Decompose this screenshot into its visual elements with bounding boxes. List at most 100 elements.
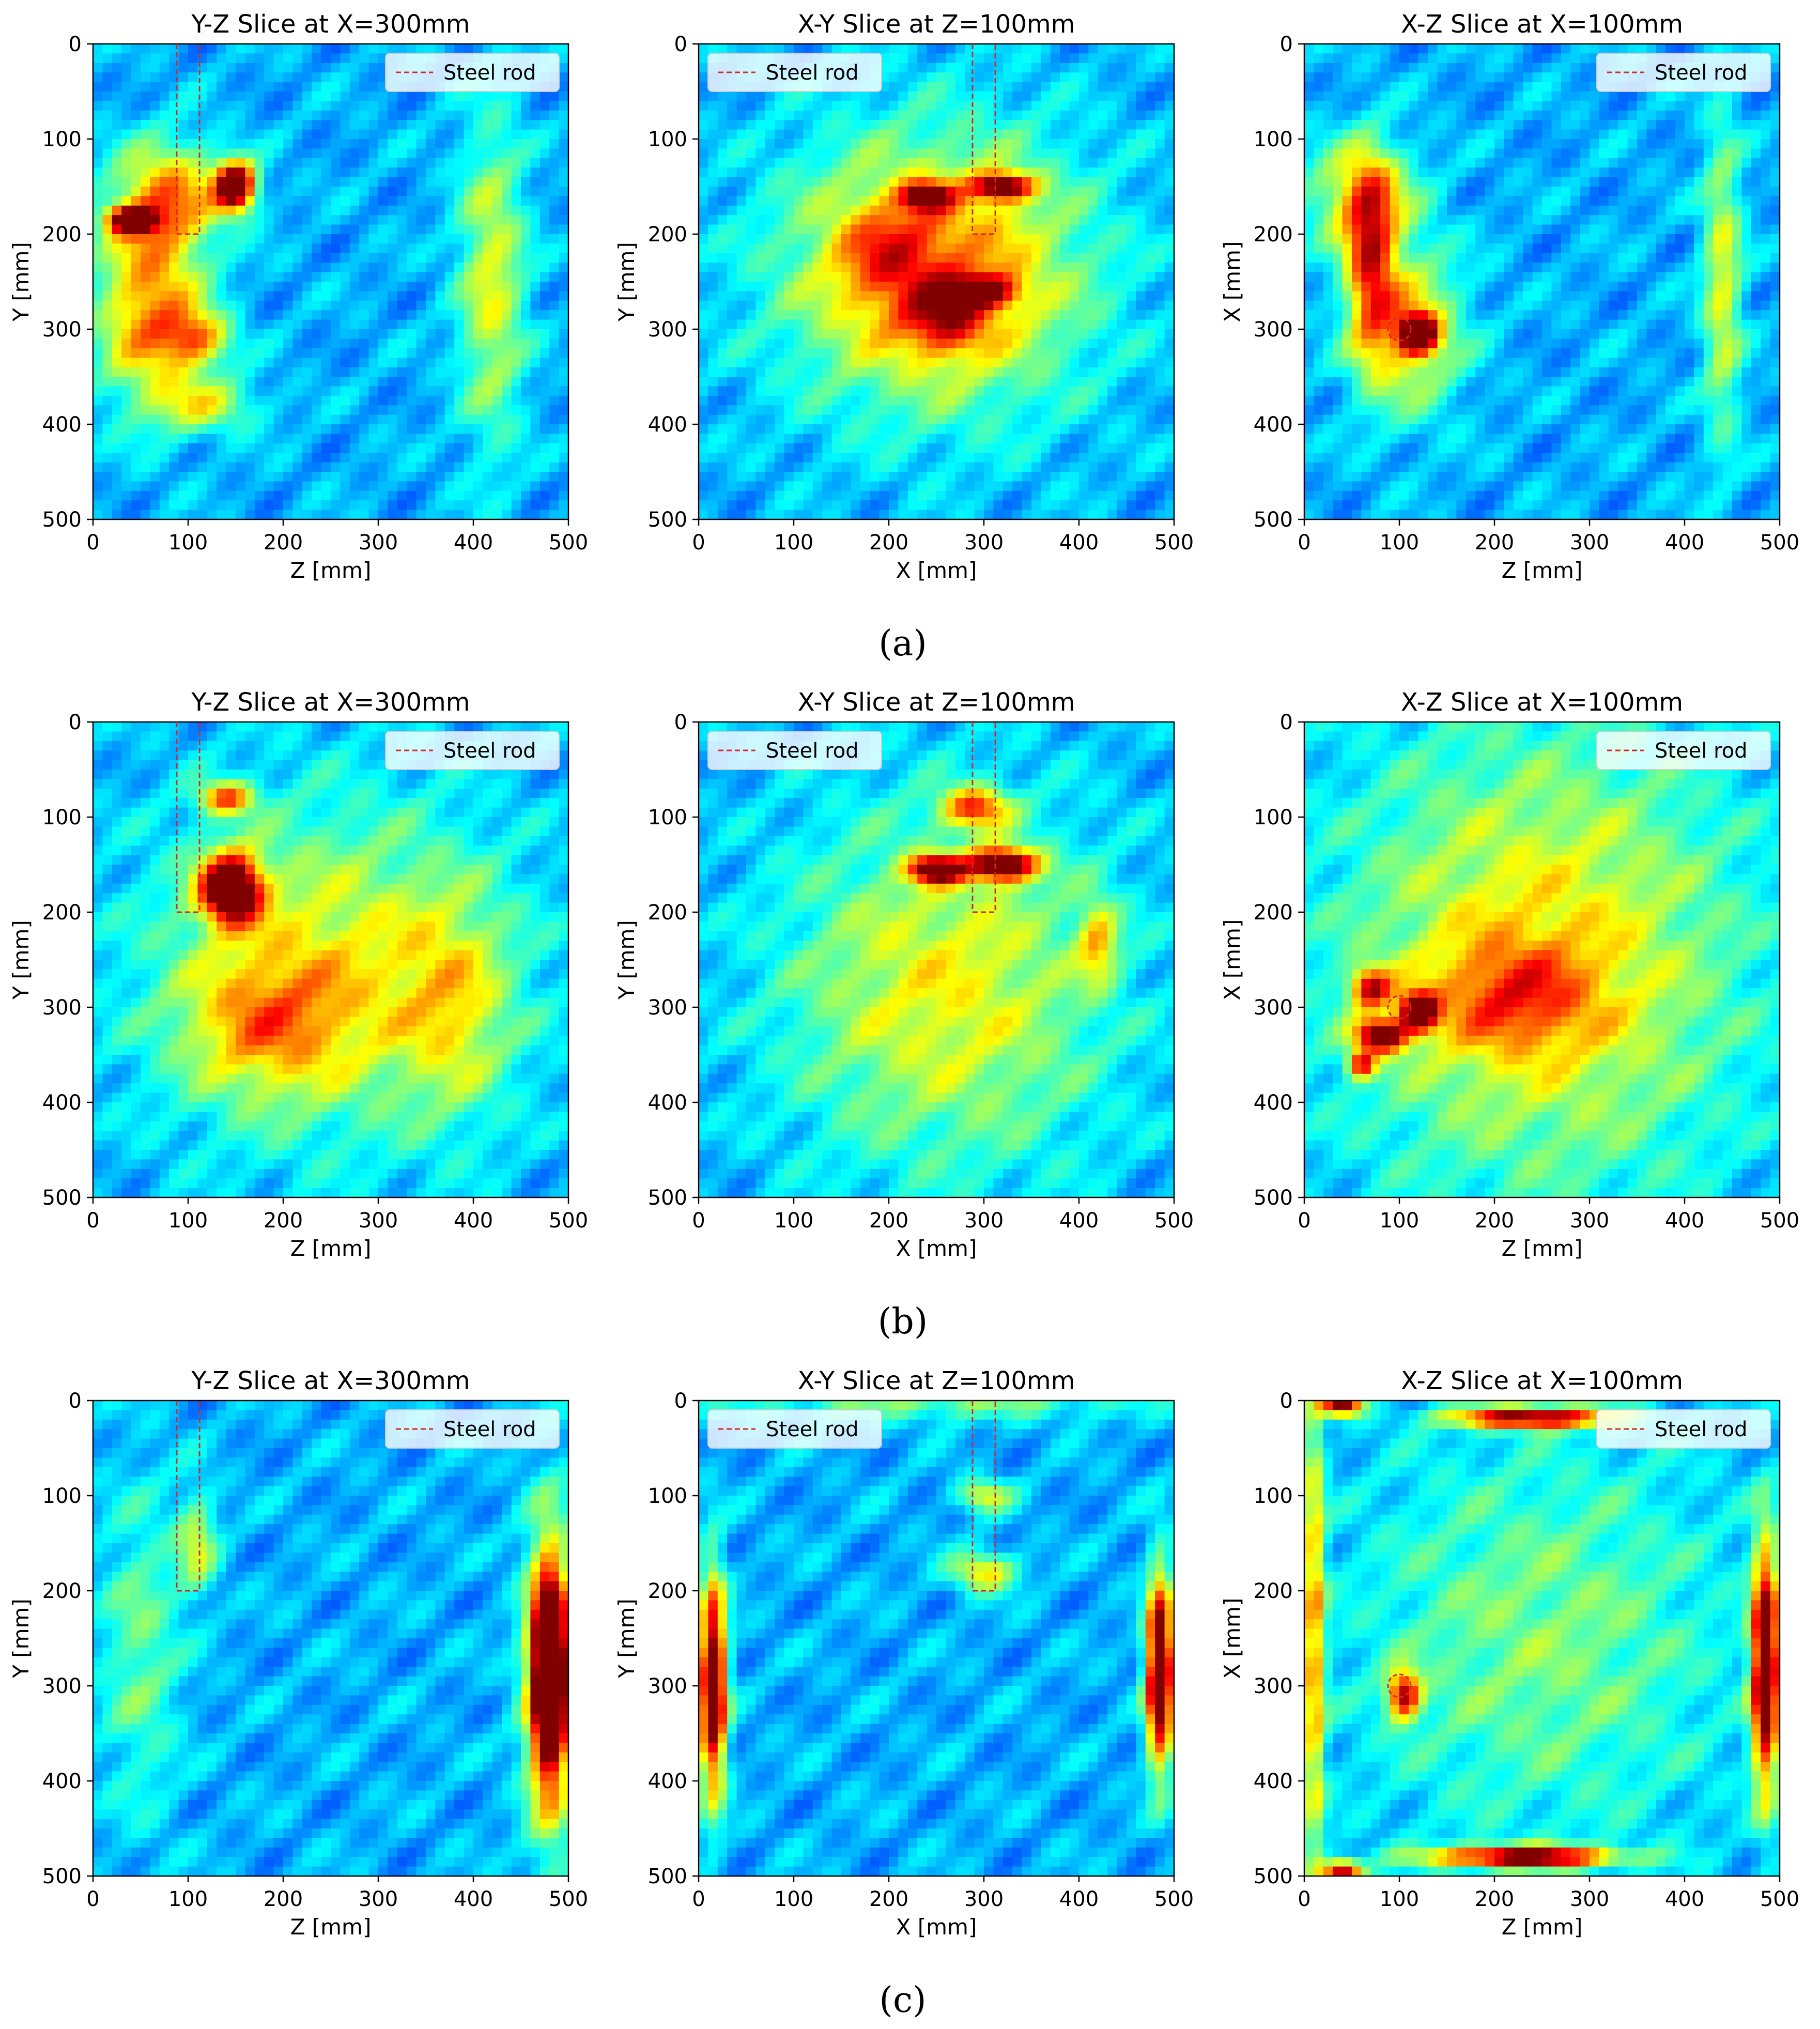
x-tick-label: 200 xyxy=(264,1209,303,1233)
x-tick-label: 100 xyxy=(168,1209,208,1233)
x-tick-label: 500 xyxy=(549,1887,588,1911)
x-axis-label: Z [mm] xyxy=(1502,1236,1583,1261)
y-tick-label: 200 xyxy=(1254,901,1293,925)
heatmap-image xyxy=(699,1401,1175,1877)
panel-title: X-Z Slice at X=100mm xyxy=(1401,1366,1683,1395)
y-tick-label: 400 xyxy=(42,1770,82,1793)
heatmap-image xyxy=(1304,722,1780,1198)
heatmap-image xyxy=(1304,44,1780,520)
x-tick-label: 300 xyxy=(359,531,398,555)
y-axis-label: Y [mm] xyxy=(8,242,34,322)
caption-c: (c) xyxy=(879,1980,926,2021)
x-tick-label: 400 xyxy=(454,1887,493,1911)
y-tick-label: 100 xyxy=(42,128,82,151)
x-tick-label: 0 xyxy=(86,531,99,555)
x-tick-label: 300 xyxy=(1570,1209,1609,1233)
y-axis-label: X [mm] xyxy=(1220,241,1245,322)
heatmap-image xyxy=(93,1401,569,1877)
x-tick-label: 500 xyxy=(549,531,588,555)
x-axis-label: Z [mm] xyxy=(290,1914,372,1940)
y-tick-label: 0 xyxy=(69,711,82,734)
panel-title: X-Y Slice at Z=100mm xyxy=(798,688,1075,717)
legend-label: Steel rod xyxy=(1655,1418,1748,1441)
x-tick-label: 400 xyxy=(1665,1209,1704,1233)
x-tick-label: 500 xyxy=(1154,531,1194,555)
y-tick-label: 300 xyxy=(648,996,687,1020)
y-tick-label: 0 xyxy=(674,33,687,56)
legend-label: Steel rod xyxy=(766,739,859,763)
x-tick-label: 200 xyxy=(869,1209,908,1233)
legend-label: Steel rod xyxy=(1655,739,1748,763)
y-tick-label: 500 xyxy=(1254,508,1293,532)
y-tick-label: 100 xyxy=(1254,1484,1293,1508)
y-tick-label: 0 xyxy=(1280,1389,1293,1413)
heatmap-image xyxy=(93,44,569,520)
caption-b: (b) xyxy=(878,1301,928,1342)
x-tick-label: 300 xyxy=(1570,1887,1609,1911)
x-tick-label: 0 xyxy=(1298,1209,1310,1233)
x-axis-label: Z [mm] xyxy=(290,558,372,583)
x-tick-label: 0 xyxy=(692,1887,705,1911)
y-tick-label: 500 xyxy=(648,1865,687,1888)
x-tick-label: 300 xyxy=(359,1887,398,1911)
y-tick-label: 200 xyxy=(648,1579,687,1603)
y-tick-label: 100 xyxy=(42,806,82,829)
y-axis-label: Y [mm] xyxy=(614,920,639,1000)
y-tick-label: 400 xyxy=(42,413,82,437)
x-tick-label: 0 xyxy=(1298,1887,1310,1911)
y-axis-label: X [mm] xyxy=(1220,919,1245,1001)
y-tick-label: 100 xyxy=(648,806,687,829)
y-tick-label: 300 xyxy=(1254,996,1293,1020)
y-tick-label: 400 xyxy=(648,413,687,437)
x-tick-label: 400 xyxy=(1059,1209,1099,1233)
heatmap-image xyxy=(699,722,1175,1198)
y-tick-label: 500 xyxy=(648,1186,687,1210)
x-tick-label: 200 xyxy=(869,1887,908,1911)
x-tick-label: 500 xyxy=(1760,1209,1799,1233)
legend: Steel rod xyxy=(708,1410,882,1448)
x-tick-label: 100 xyxy=(168,531,208,555)
x-tick-label: 100 xyxy=(168,1887,208,1911)
x-axis-label: Z [mm] xyxy=(1502,558,1583,583)
y-tick-label: 400 xyxy=(1254,1770,1293,1793)
x-axis-label: Z [mm] xyxy=(290,1236,372,1261)
heatmap-image xyxy=(93,722,569,1198)
x-tick-label: 100 xyxy=(774,531,813,555)
y-tick-label: 400 xyxy=(1254,1091,1293,1115)
y-axis-label: Y [mm] xyxy=(614,242,639,322)
y-tick-label: 200 xyxy=(42,901,82,925)
y-tick-label: 0 xyxy=(1280,711,1293,734)
legend: Steel rod xyxy=(708,53,882,91)
y-tick-label: 100 xyxy=(1254,128,1293,151)
x-axis-label: Z [mm] xyxy=(1502,1914,1583,1940)
x-tick-label: 300 xyxy=(964,531,1004,555)
legend-label: Steel rod xyxy=(443,1418,536,1441)
y-tick-label: 0 xyxy=(69,1389,82,1413)
x-tick-label: 300 xyxy=(1570,531,1609,555)
x-tick-label: 0 xyxy=(692,1209,705,1233)
x-tick-label: 0 xyxy=(692,531,705,555)
y-tick-label: 300 xyxy=(648,318,687,342)
panel-title: Y-Z Slice at X=300mm xyxy=(191,1366,470,1395)
x-tick-label: 400 xyxy=(1665,531,1704,555)
x-tick-label: 100 xyxy=(774,1887,813,1911)
y-tick-label: 300 xyxy=(42,1674,82,1698)
x-axis-label: X [mm] xyxy=(896,1914,977,1940)
x-tick-label: 200 xyxy=(1475,1887,1514,1911)
y-axis-label: Y [mm] xyxy=(8,920,34,1000)
x-axis-label: X [mm] xyxy=(896,1236,977,1261)
y-tick-label: 200 xyxy=(42,223,82,247)
y-tick-label: 100 xyxy=(648,1484,687,1508)
legend-label: Steel rod xyxy=(766,61,859,85)
x-tick-label: 0 xyxy=(86,1887,99,1911)
panel-title: Y-Z Slice at X=300mm xyxy=(191,10,470,39)
x-tick-label: 400 xyxy=(1665,1887,1704,1911)
x-tick-label: 500 xyxy=(1760,531,1799,555)
